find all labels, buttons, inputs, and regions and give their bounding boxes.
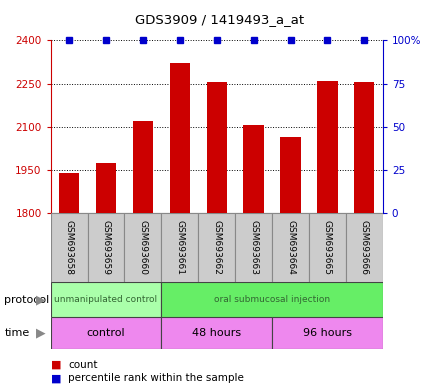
Text: GSM693659: GSM693659 <box>102 220 110 275</box>
Bar <box>170 63 190 213</box>
Bar <box>280 137 301 213</box>
Bar <box>272 317 383 349</box>
Bar <box>354 82 374 213</box>
Bar <box>243 125 264 213</box>
Bar <box>309 213 346 282</box>
Bar <box>346 213 383 282</box>
Bar <box>51 317 161 349</box>
Text: GSM693662: GSM693662 <box>212 220 221 275</box>
Text: GSM693658: GSM693658 <box>65 220 73 275</box>
Bar <box>198 213 235 282</box>
Bar <box>206 82 227 213</box>
Text: 96 hours: 96 hours <box>303 328 352 338</box>
Text: ■: ■ <box>51 373 61 383</box>
Bar <box>88 213 125 282</box>
Bar <box>59 173 79 213</box>
Bar <box>161 317 272 349</box>
Bar <box>317 81 337 213</box>
Text: ▶: ▶ <box>36 293 46 306</box>
Text: GSM693666: GSM693666 <box>360 220 369 275</box>
Bar <box>161 213 198 282</box>
Text: GSM693663: GSM693663 <box>249 220 258 275</box>
Bar <box>161 282 383 317</box>
Text: GSM693664: GSM693664 <box>286 220 295 275</box>
Bar <box>96 163 116 213</box>
Text: count: count <box>68 360 98 370</box>
Text: time: time <box>4 328 29 338</box>
Bar <box>125 213 161 282</box>
Bar <box>272 213 309 282</box>
Text: protocol: protocol <box>4 295 50 305</box>
Text: unmanipulated control: unmanipulated control <box>55 295 158 304</box>
Text: ▶: ▶ <box>36 327 46 339</box>
Text: 48 hours: 48 hours <box>192 328 241 338</box>
Text: oral submucosal injection: oral submucosal injection <box>214 295 330 304</box>
Bar <box>133 121 153 213</box>
Text: percentile rank within the sample: percentile rank within the sample <box>68 373 244 383</box>
Text: GDS3909 / 1419493_a_at: GDS3909 / 1419493_a_at <box>136 13 304 26</box>
Text: ■: ■ <box>51 360 61 370</box>
Text: GSM693660: GSM693660 <box>138 220 147 275</box>
Bar <box>51 282 161 317</box>
Text: GSM693665: GSM693665 <box>323 220 332 275</box>
Bar <box>51 213 88 282</box>
Text: GSM693661: GSM693661 <box>175 220 184 275</box>
Bar <box>235 213 272 282</box>
Text: control: control <box>87 328 125 338</box>
